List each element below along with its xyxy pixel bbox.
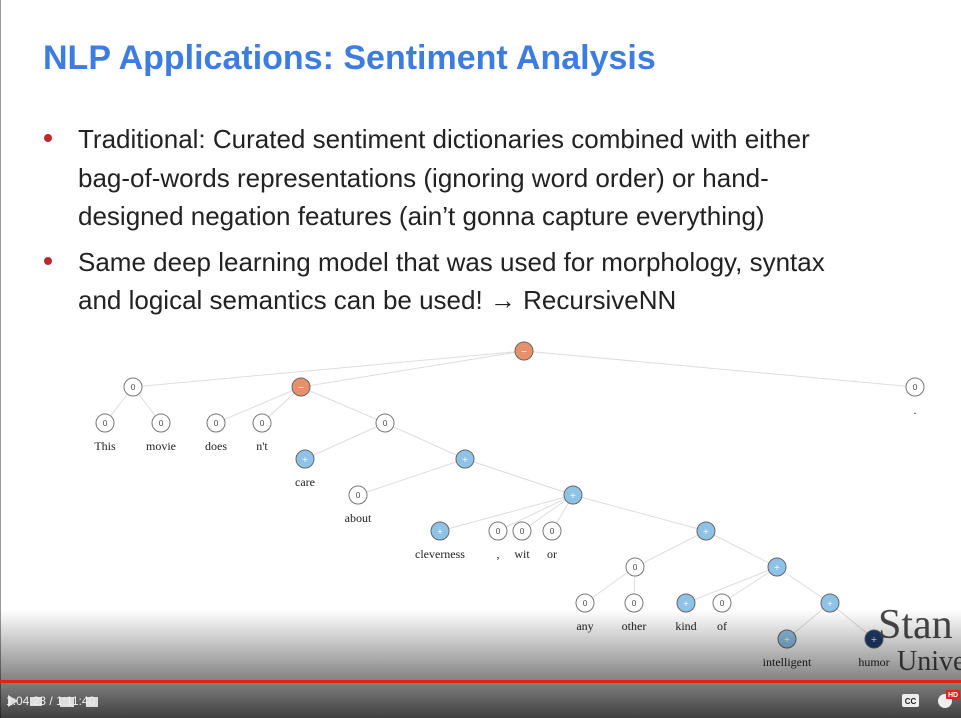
tree-node bbox=[696, 521, 716, 541]
bullet-text: Traditional: Curated sentiment dictionar… bbox=[78, 124, 810, 154]
tree-node bbox=[488, 521, 508, 541]
tree-node bbox=[563, 485, 583, 505]
node-sign: − bbox=[298, 383, 305, 392]
tree-edge bbox=[776, 566, 831, 604]
bullet-text: Same deep learning model that was used f… bbox=[78, 247, 825, 277]
bullet-text: and logical semantics can be used! → Rec… bbox=[78, 285, 676, 315]
node-word: cleverness bbox=[415, 547, 465, 561]
bullet-text: designed negation features (ain’t gonna … bbox=[78, 201, 765, 231]
tree-node bbox=[514, 341, 534, 361]
node-sign: − bbox=[521, 347, 528, 356]
node-sign: + bbox=[302, 455, 309, 464]
node-word: wit bbox=[514, 547, 530, 561]
settings-button[interactable] bbox=[86, 697, 98, 707]
node-sign: + bbox=[437, 527, 444, 536]
tree-edge bbox=[523, 350, 916, 388]
node-sign: 0 bbox=[130, 383, 135, 392]
node-sign: + bbox=[683, 599, 690, 608]
node-sign: 0 bbox=[632, 563, 637, 572]
player-shade bbox=[0, 610, 961, 718]
tree-node bbox=[542, 521, 562, 541]
node-sign: 0 bbox=[213, 419, 218, 428]
node-sign: + bbox=[570, 491, 577, 500]
tree-node bbox=[151, 413, 171, 433]
node-word: n't bbox=[256, 439, 268, 453]
node-word: , bbox=[497, 547, 500, 561]
node-sign: 0 bbox=[495, 527, 500, 536]
node-word: . bbox=[914, 403, 917, 417]
tree-edge bbox=[464, 458, 574, 496]
node-sign: 0 bbox=[719, 599, 724, 608]
tree-edge bbox=[521, 494, 574, 532]
node-sign: 0 bbox=[355, 491, 360, 500]
tree-edge bbox=[357, 458, 466, 496]
player-controls bbox=[8, 695, 98, 707]
node-word: about bbox=[345, 511, 372, 525]
tree-edge bbox=[685, 566, 778, 604]
tree-node bbox=[291, 377, 311, 397]
tree-node bbox=[905, 377, 925, 397]
node-sign: 0 bbox=[259, 419, 264, 428]
tree-node bbox=[767, 557, 787, 577]
time-display: 1:04:23 / 1:11:40 bbox=[6, 694, 96, 708]
tree-edge bbox=[497, 494, 574, 532]
tree-edge bbox=[439, 494, 574, 532]
node-word: This bbox=[94, 439, 116, 453]
volume-button[interactable] bbox=[60, 697, 74, 707]
hd-badge bbox=[946, 690, 960, 699]
tree-node bbox=[123, 377, 143, 397]
tree-edge bbox=[215, 386, 302, 424]
tree-node bbox=[625, 557, 645, 577]
cc-label: CC bbox=[905, 697, 917, 706]
bullet-text: bag-of-words representations (ignoring w… bbox=[78, 163, 769, 193]
hd-label: HD bbox=[948, 692, 958, 699]
node-word: or bbox=[547, 547, 557, 561]
play-button[interactable] bbox=[8, 695, 18, 707]
node-sign: 0 bbox=[912, 383, 917, 392]
slide-title: NLP Applications: Sentiment Analysis bbox=[43, 39, 656, 77]
node-sign: 0 bbox=[582, 599, 587, 608]
tree-edge bbox=[721, 566, 778, 604]
tree-edge bbox=[300, 350, 525, 388]
tree-node bbox=[455, 449, 475, 469]
tree-node bbox=[95, 413, 115, 433]
node-sign: + bbox=[774, 563, 781, 572]
progress-bar[interactable] bbox=[0, 680, 961, 683]
bullet-dot bbox=[44, 134, 52, 142]
node-sign: + bbox=[462, 455, 469, 464]
node-sign: 0 bbox=[631, 599, 636, 608]
tree-node bbox=[206, 413, 226, 433]
node-sign: 0 bbox=[158, 419, 163, 428]
tree-edge bbox=[705, 530, 778, 568]
node-word: movie bbox=[146, 439, 176, 453]
tree-edge bbox=[634, 530, 707, 568]
node-sign: 0 bbox=[382, 419, 387, 428]
tree-edge bbox=[572, 494, 707, 532]
cc-button[interactable] bbox=[902, 694, 919, 707]
tree-node bbox=[512, 521, 532, 541]
tree-edge bbox=[300, 386, 386, 424]
node-sign: 0 bbox=[519, 527, 524, 536]
tree-node bbox=[295, 449, 315, 469]
node-sign: + bbox=[827, 599, 834, 608]
tree-node bbox=[430, 521, 450, 541]
node-word: does bbox=[205, 439, 227, 453]
next-button[interactable] bbox=[30, 697, 42, 706]
bullet-dot bbox=[44, 257, 52, 265]
tree-edge bbox=[384, 422, 466, 460]
node-sign: + bbox=[703, 527, 710, 536]
node-sign: 0 bbox=[549, 527, 554, 536]
tree-edge bbox=[584, 566, 636, 604]
tree-edge bbox=[304, 422, 386, 460]
tree-edge bbox=[132, 350, 525, 388]
tree-node bbox=[375, 413, 395, 433]
tree-node bbox=[348, 485, 368, 505]
tree-node bbox=[252, 413, 272, 433]
node-sign: 0 bbox=[102, 419, 107, 428]
node-word: care bbox=[295, 475, 315, 489]
